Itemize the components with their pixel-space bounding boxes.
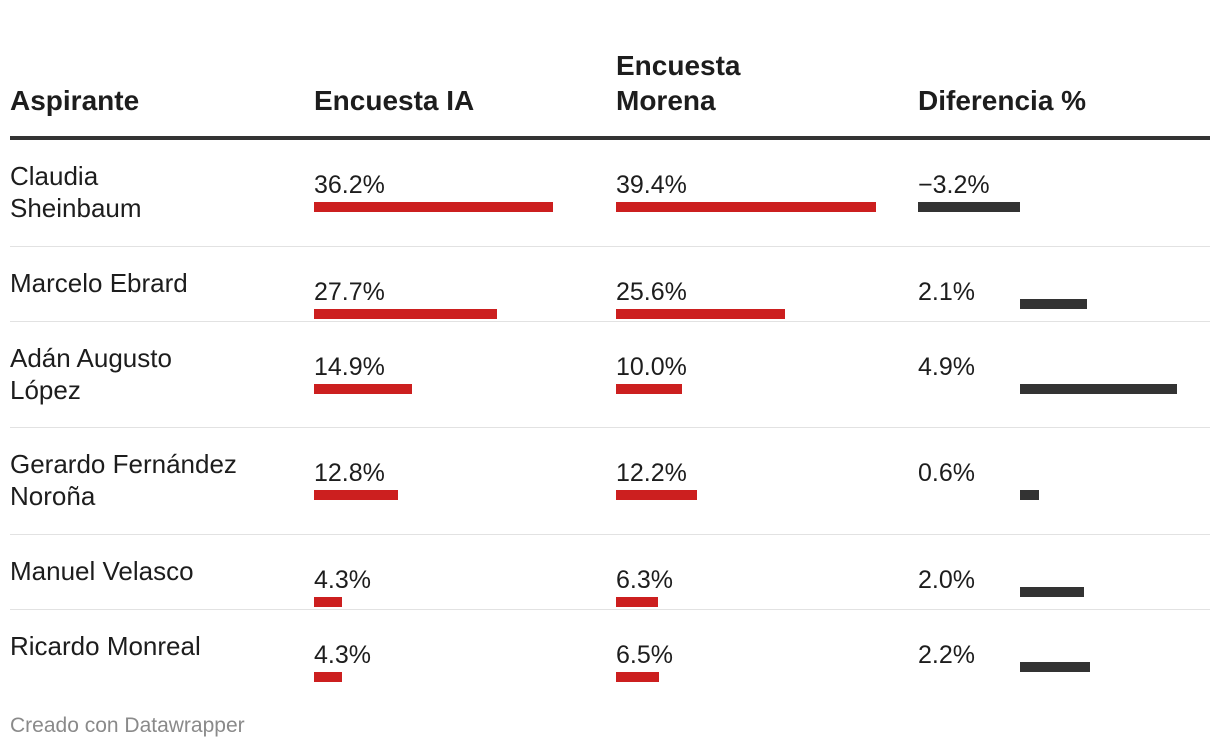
value-encuesta-ia: 14.9% xyxy=(314,353,385,381)
bar-diferencia xyxy=(1020,490,1039,500)
table-body: Claudia Sheinbaum 36.2% 39.4% −3.2% Marcelo … xyxy=(10,140,1210,684)
value-encuesta-ia: 27.7% xyxy=(314,278,385,306)
bar-encuesta-ia xyxy=(314,384,412,394)
row-name: Manuel Velasco xyxy=(10,556,194,586)
value-encuesta-morena: 25.6% xyxy=(616,278,687,306)
data-table: Aspirante Encuesta IA Encuesta Morena Di… xyxy=(10,40,1210,684)
value-encuesta-morena: 39.4% xyxy=(616,171,687,199)
row-name: Adán Augusto López xyxy=(10,343,172,405)
value-diferencia: 0.6% xyxy=(918,459,975,487)
bar-encuesta-ia xyxy=(314,597,342,607)
table-row: Adán Augusto López 14.9% 10.0% 4.9% xyxy=(10,322,1210,428)
bar-encuesta-ia xyxy=(314,309,497,319)
value-encuesta-ia: 4.3% xyxy=(314,641,371,669)
header-aspirante: Aspirante xyxy=(10,85,140,116)
bar-encuesta-morena xyxy=(616,597,658,607)
bar-diferencia xyxy=(1020,384,1177,394)
bar-diferencia xyxy=(1020,662,1090,672)
bar-encuesta-morena xyxy=(616,672,659,682)
value-encuesta-ia: 36.2% xyxy=(314,171,385,199)
bar-encuesta-morena xyxy=(616,490,697,500)
row-name: Marcelo Ebrard xyxy=(10,268,188,298)
value-diferencia: 2.1% xyxy=(918,278,975,306)
table-row: Claudia Sheinbaum 36.2% 39.4% −3.2% xyxy=(10,140,1210,247)
bar-encuesta-ia xyxy=(314,202,553,212)
bar-diferencia xyxy=(1020,587,1084,597)
bar-encuesta-ia xyxy=(314,672,342,682)
table-row: Manuel Velasco 4.3% 6.3% 2.0% xyxy=(10,535,1210,610)
bar-diferencia xyxy=(918,202,1020,212)
table-row: Gerardo Fernández Noroña 12.8% 12.2% 0.6% xyxy=(10,428,1210,535)
value-diferencia: 2.0% xyxy=(918,566,975,594)
row-name: Gerardo Fernández Noroña xyxy=(10,449,237,511)
row-name: Ricardo Monreal xyxy=(10,631,201,661)
footer-credit: Creado con Datawrapper xyxy=(10,714,245,737)
value-encuesta-morena: 12.2% xyxy=(616,459,687,487)
bar-encuesta-morena xyxy=(616,202,876,212)
value-diferencia: 4.9% xyxy=(918,353,975,381)
bar-encuesta-morena xyxy=(616,309,785,319)
value-encuesta-morena: 10.0% xyxy=(616,353,687,381)
value-encuesta-morena: 6.5% xyxy=(616,641,673,669)
bar-encuesta-morena xyxy=(616,384,682,394)
header-encuesta-morena: Encuesta Morena xyxy=(616,50,741,116)
value-encuesta-ia: 12.8% xyxy=(314,459,385,487)
table-row: Ricardo Monreal 4.3% 6.5% 2.2% xyxy=(10,610,1210,684)
value-diferencia: −3.2% xyxy=(918,171,990,199)
table-row: Marcelo Ebrard 27.7% 25.6% 2.1% xyxy=(10,247,1210,322)
bar-diferencia xyxy=(1020,299,1087,309)
table-header: Aspirante Encuesta IA Encuesta Morena Di… xyxy=(10,40,1210,140)
bar-encuesta-ia xyxy=(314,490,398,500)
header-diferencia: Diferencia % xyxy=(918,85,1087,116)
value-encuesta-morena: 6.3% xyxy=(616,566,673,594)
value-encuesta-ia: 4.3% xyxy=(314,566,371,594)
value-diferencia: 2.2% xyxy=(918,641,975,669)
row-name: Claudia Sheinbaum xyxy=(10,161,142,223)
header-encuesta-ia: Encuesta IA xyxy=(314,85,475,116)
